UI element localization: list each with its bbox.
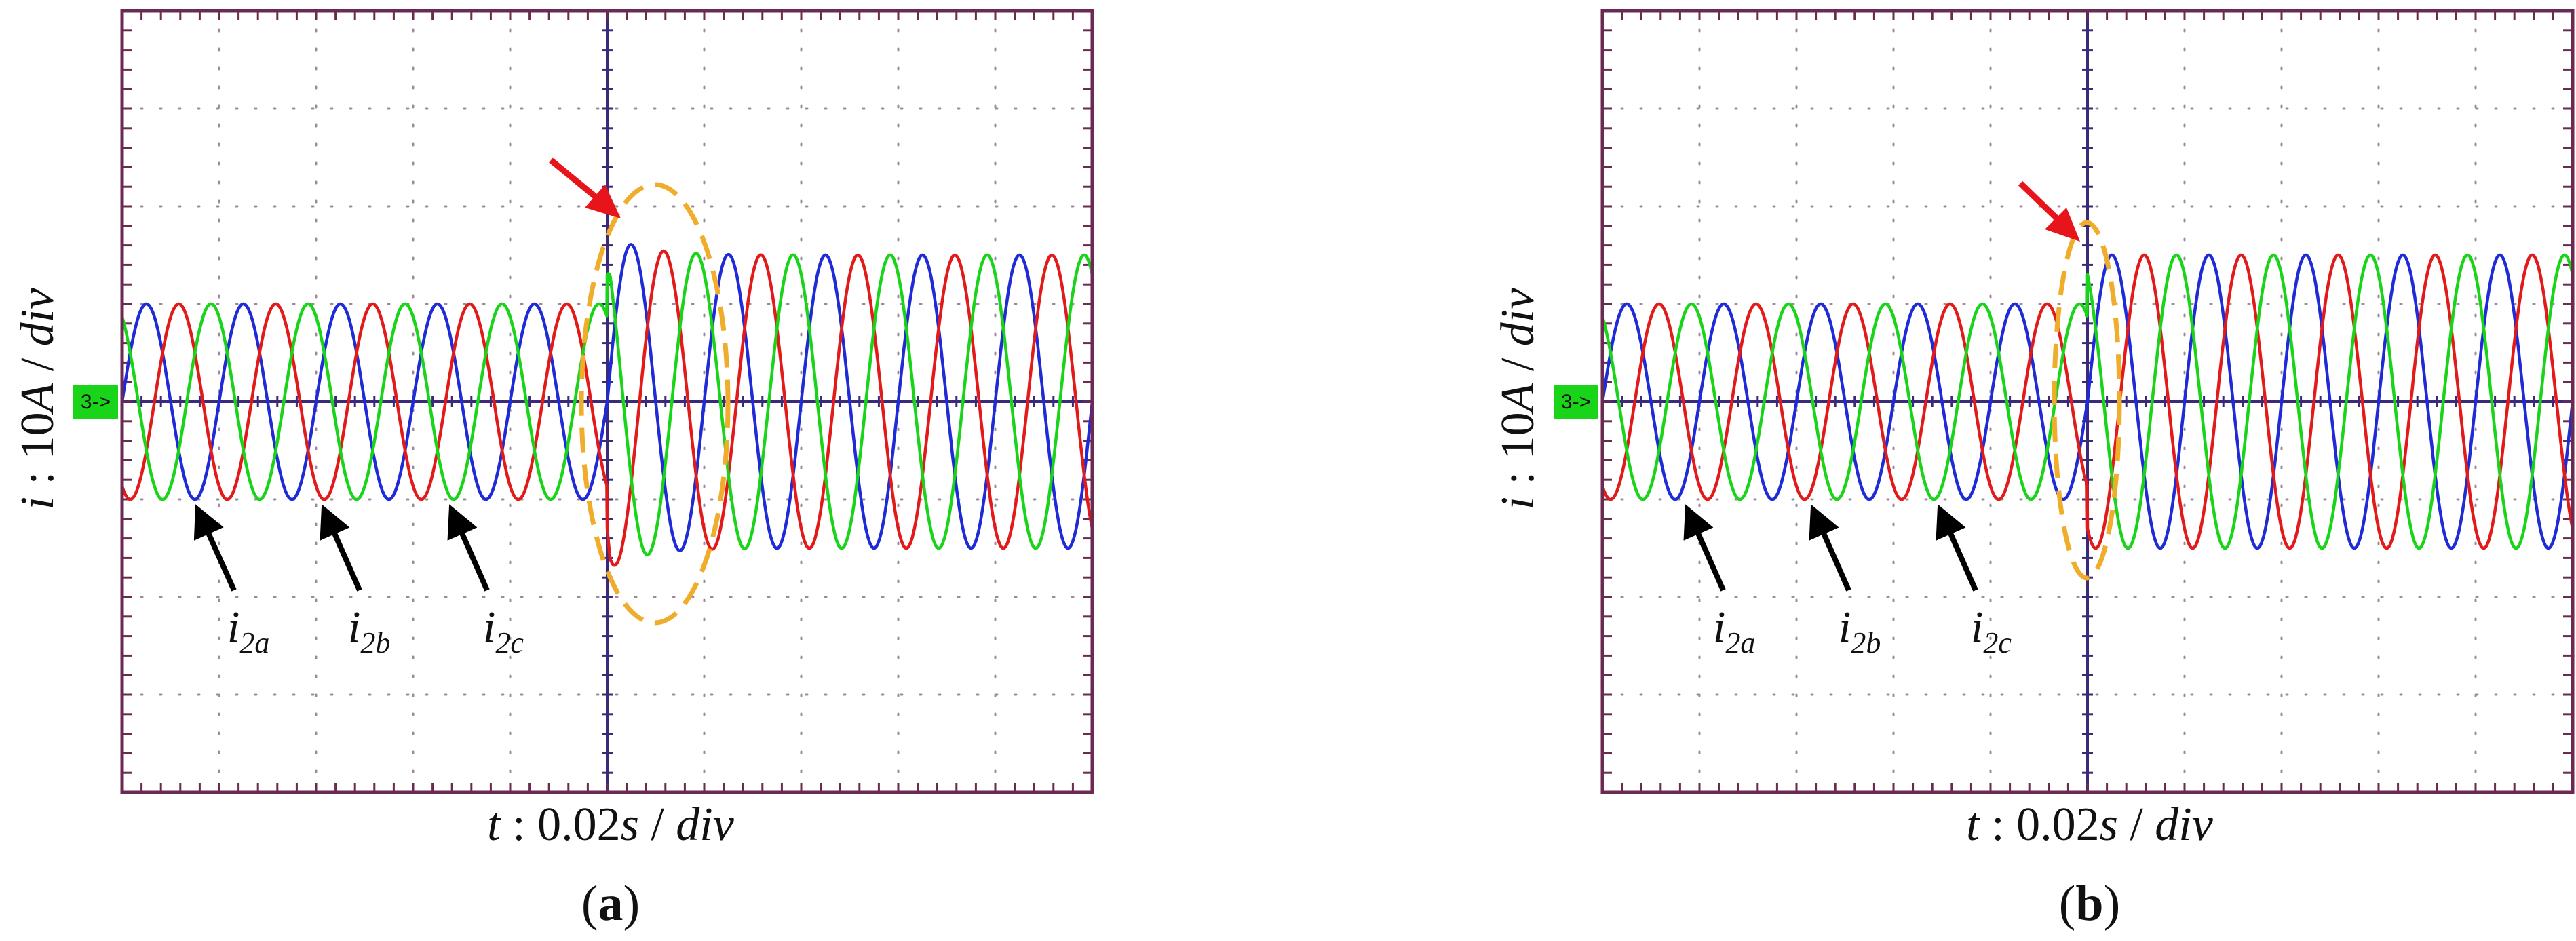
svg-text:3->: 3->: [81, 391, 111, 413]
transient-highlight-a: [549, 157, 731, 626]
waveform-area-a: [120, 9, 1094, 794]
panel-a: i : 10A / div t : 0.02s / div (a) 3-> i2…: [12, 9, 1094, 932]
series-i2c-a: [120, 252, 1094, 556]
y-axis-label-a: i : 10A / div: [12, 288, 64, 510]
series-i2b-b: [1600, 253, 2575, 550]
channel-marker-a: 3->: [73, 385, 118, 419]
panel-b: i : 10A / div t : 0.02s / div (b) 3-> i2…: [1492, 9, 2575, 932]
label-i2c-a: i2c: [483, 602, 524, 659]
panel-label-b: (b): [2059, 876, 2120, 932]
panel-label-a: (a): [581, 876, 640, 932]
series-i2c-b: [1600, 253, 2575, 550]
series-i2b-a: [120, 249, 1094, 567]
label-i2b-a: i2b: [348, 602, 390, 659]
series-i2a-a: [120, 243, 1094, 552]
label-i2a-b: i2a: [1713, 602, 1755, 659]
plot-frame-a: [120, 9, 1094, 794]
channel-marker-b: 3->: [1554, 385, 1598, 419]
label-i2c-b: i2c: [1971, 602, 2012, 659]
x-axis-label-a: t : 0.02s / div: [487, 799, 735, 851]
series-i2a-b: [1600, 253, 2575, 550]
series-labels-b: i2a i2b i2c: [1683, 504, 2012, 659]
series-labels-a: i2a i2b i2c: [193, 504, 524, 659]
svg-text:3->: 3->: [1561, 391, 1591, 413]
x-axis-label-b: t : 0.02s / div: [1966, 799, 2214, 851]
waveform-area-b: [1600, 9, 2575, 794]
y-axis-label-b: i : 10A / div: [1492, 288, 1544, 510]
label-i2b-b: i2b: [1839, 602, 1881, 659]
plot-frame-b: [1600, 9, 2575, 794]
label-i2a-a: i2a: [227, 602, 269, 659]
transient-highlight-b: [2018, 180, 2122, 581]
